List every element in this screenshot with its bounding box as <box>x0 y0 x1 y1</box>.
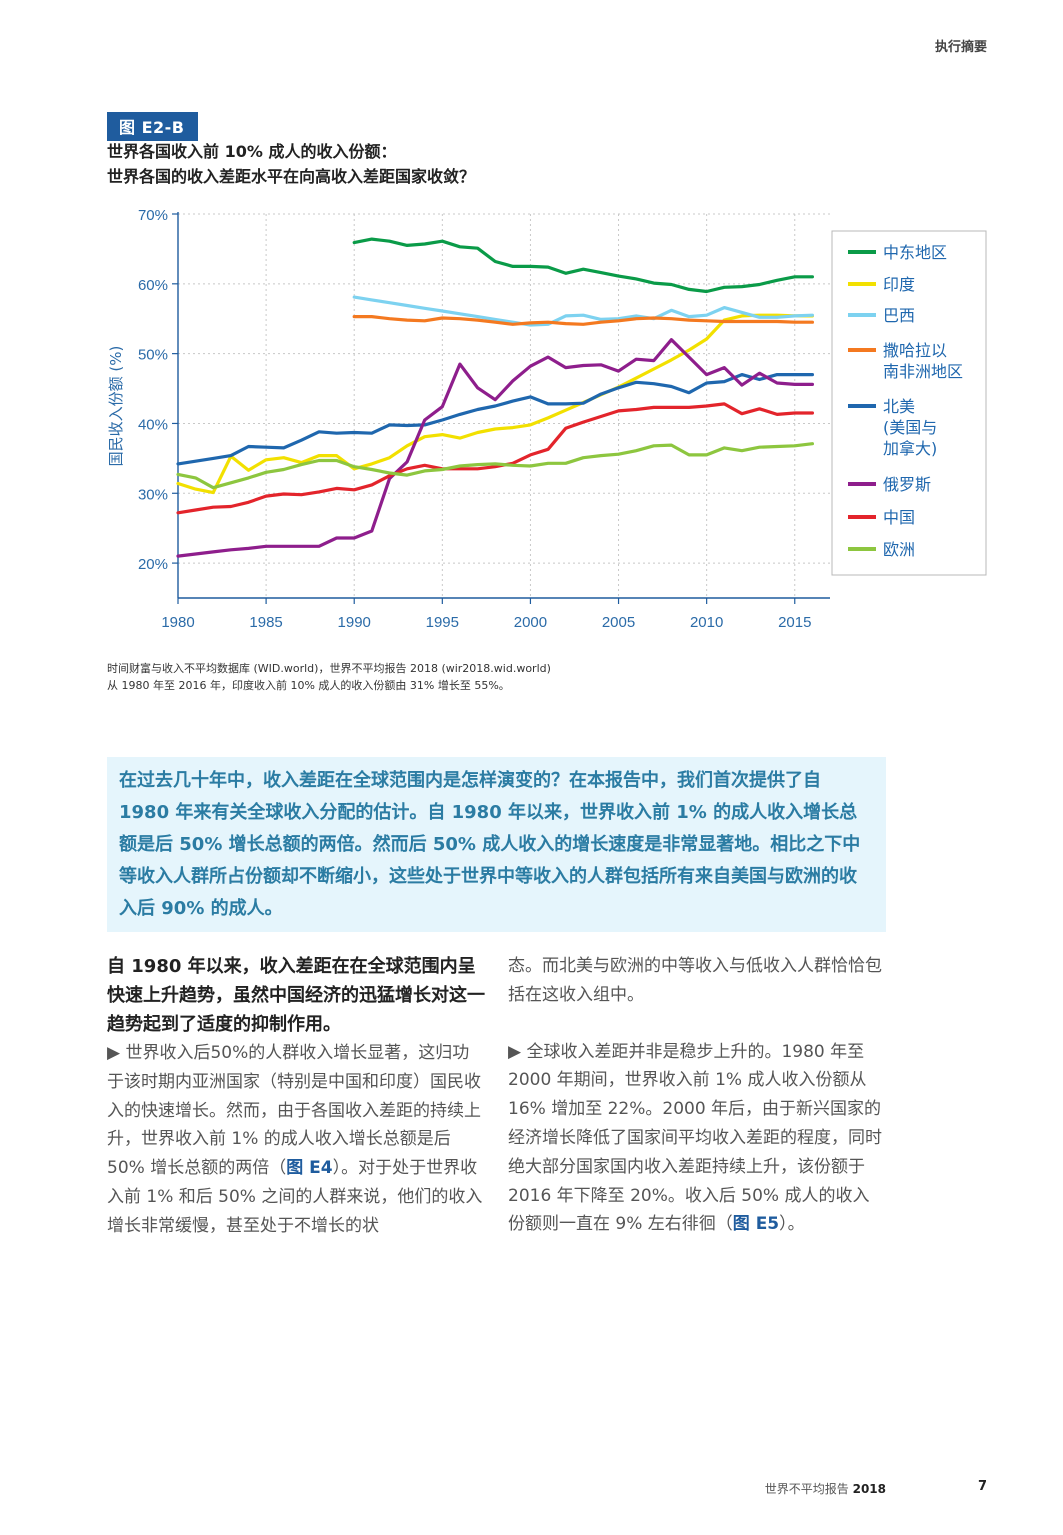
y-tick-label: 20% <box>138 556 168 573</box>
y-tick-label: 60% <box>138 277 168 294</box>
legend-label: (美国与 <box>883 418 937 437</box>
figure-notes: 时间财富与收入不平均数据库 (WID.world)，世界不平均报告 2018 (… <box>107 660 551 694</box>
body-column-right: 态。而北美与欧洲的中等收入与低收入人群恰恰包括在这收入组中。 ▶ 全球收入差距并… <box>508 952 886 1239</box>
legend-label: 加拿大) <box>883 439 937 458</box>
x-tick-label: 2010 <box>690 614 723 631</box>
figure-e4-link[interactable]: 图 E4 <box>286 1158 333 1179</box>
figure-title-line2: 世界各国的收入差距水平在向高收入差距国家收敛？ <box>107 167 476 186</box>
series-line <box>176 313 815 495</box>
legend-label: 北美 <box>883 397 915 416</box>
series-line <box>176 402 815 515</box>
page-number: 7 <box>977 1479 987 1494</box>
body-column-left: 自 1980 年以来，收入差距在在全球范围内呈快速上升趋势，虽然中国经济的迅猛增… <box>107 952 485 1241</box>
x-tick-label: 2015 <box>778 614 811 631</box>
series-line <box>352 237 815 294</box>
figure-title-line1: 世界各国收入前 10% 成人的收入份额： <box>107 142 397 161</box>
figure-badge: 图 E2-B <box>107 112 199 141</box>
source-note: 时间财富与收入不平均数据库 (WID.world)，世界不平均报告 2018 (… <box>107 662 551 675</box>
x-tick-label: 2005 <box>602 614 635 631</box>
income-share-line-chart: 20% 30% 40% 50% 60% 70% 1980 1985 1990 1995 2000 20… <box>107 207 987 631</box>
legend-label: 中东地区 <box>883 243 947 262</box>
interpretation-note: 从 1980 年至 2016 年，印度收入前 10% 成人的收入份额由 31% … <box>107 679 510 692</box>
legend-label: 俄罗斯 <box>883 475 931 494</box>
x-tick-label: 2000 <box>514 614 547 631</box>
y-axis-title: 国民收入份额 (%) <box>107 346 125 467</box>
y-tick-label: 70% <box>138 207 168 224</box>
summary-callout: 在过去几十年中，收入差距在全球范围内是怎样演变的？在本报告中，我们首次提供了自 … <box>107 757 886 932</box>
body-paragraph: 态。而北美与欧洲的中等收入与低收入人群恰恰包括在这收入组中。 <box>508 956 882 1005</box>
series-line <box>352 315 815 326</box>
series-line <box>176 338 815 558</box>
x-tick-label: 1990 <box>338 614 371 631</box>
body-paragraph: ▶ 全球收入差距并非是稳步上升的。1980 年至 2000 年期间，世界收入前 … <box>508 1041 882 1235</box>
legend-label: 中国 <box>883 508 915 527</box>
section-label: 执行摘要 <box>934 40 987 55</box>
y-tick-label: 40% <box>138 416 168 433</box>
legend-label: 欧洲 <box>883 540 915 559</box>
body-paragraph: ▶ 世界收入后50%的人群收入增长显著，这归功于该时期内亚洲国家（特别是中国和印… <box>107 1043 483 1236</box>
footer-report-title: 世界不平均报告 2018 <box>764 1482 886 1496</box>
legend-label: 撒哈拉以 <box>883 341 947 360</box>
figure-e5-link[interactable]: 图 E5 <box>732 1214 780 1235</box>
y-tick-label: 50% <box>138 347 168 364</box>
figure-title: 世界各国收入前 10% 成人的收入份额： 世界各国的收入差距水平在向高收入差距国… <box>107 139 475 189</box>
section-heading: 自 1980 年以来，收入差距在在全球范围内呈快速上升趋势，虽然中国经济的迅猛增… <box>107 956 485 1035</box>
legend-label: 印度 <box>883 275 915 294</box>
legend-label: 巴西 <box>883 306 915 325</box>
x-tick-label: 1995 <box>426 614 459 631</box>
x-tick-label: 1980 <box>161 614 194 631</box>
y-tick-label: 30% <box>138 486 168 503</box>
x-tick-label: 1985 <box>249 614 282 631</box>
series-line <box>176 373 815 466</box>
series-line <box>352 295 815 327</box>
legend-label: 南非洲地区 <box>883 362 963 381</box>
series-line <box>176 442 815 490</box>
